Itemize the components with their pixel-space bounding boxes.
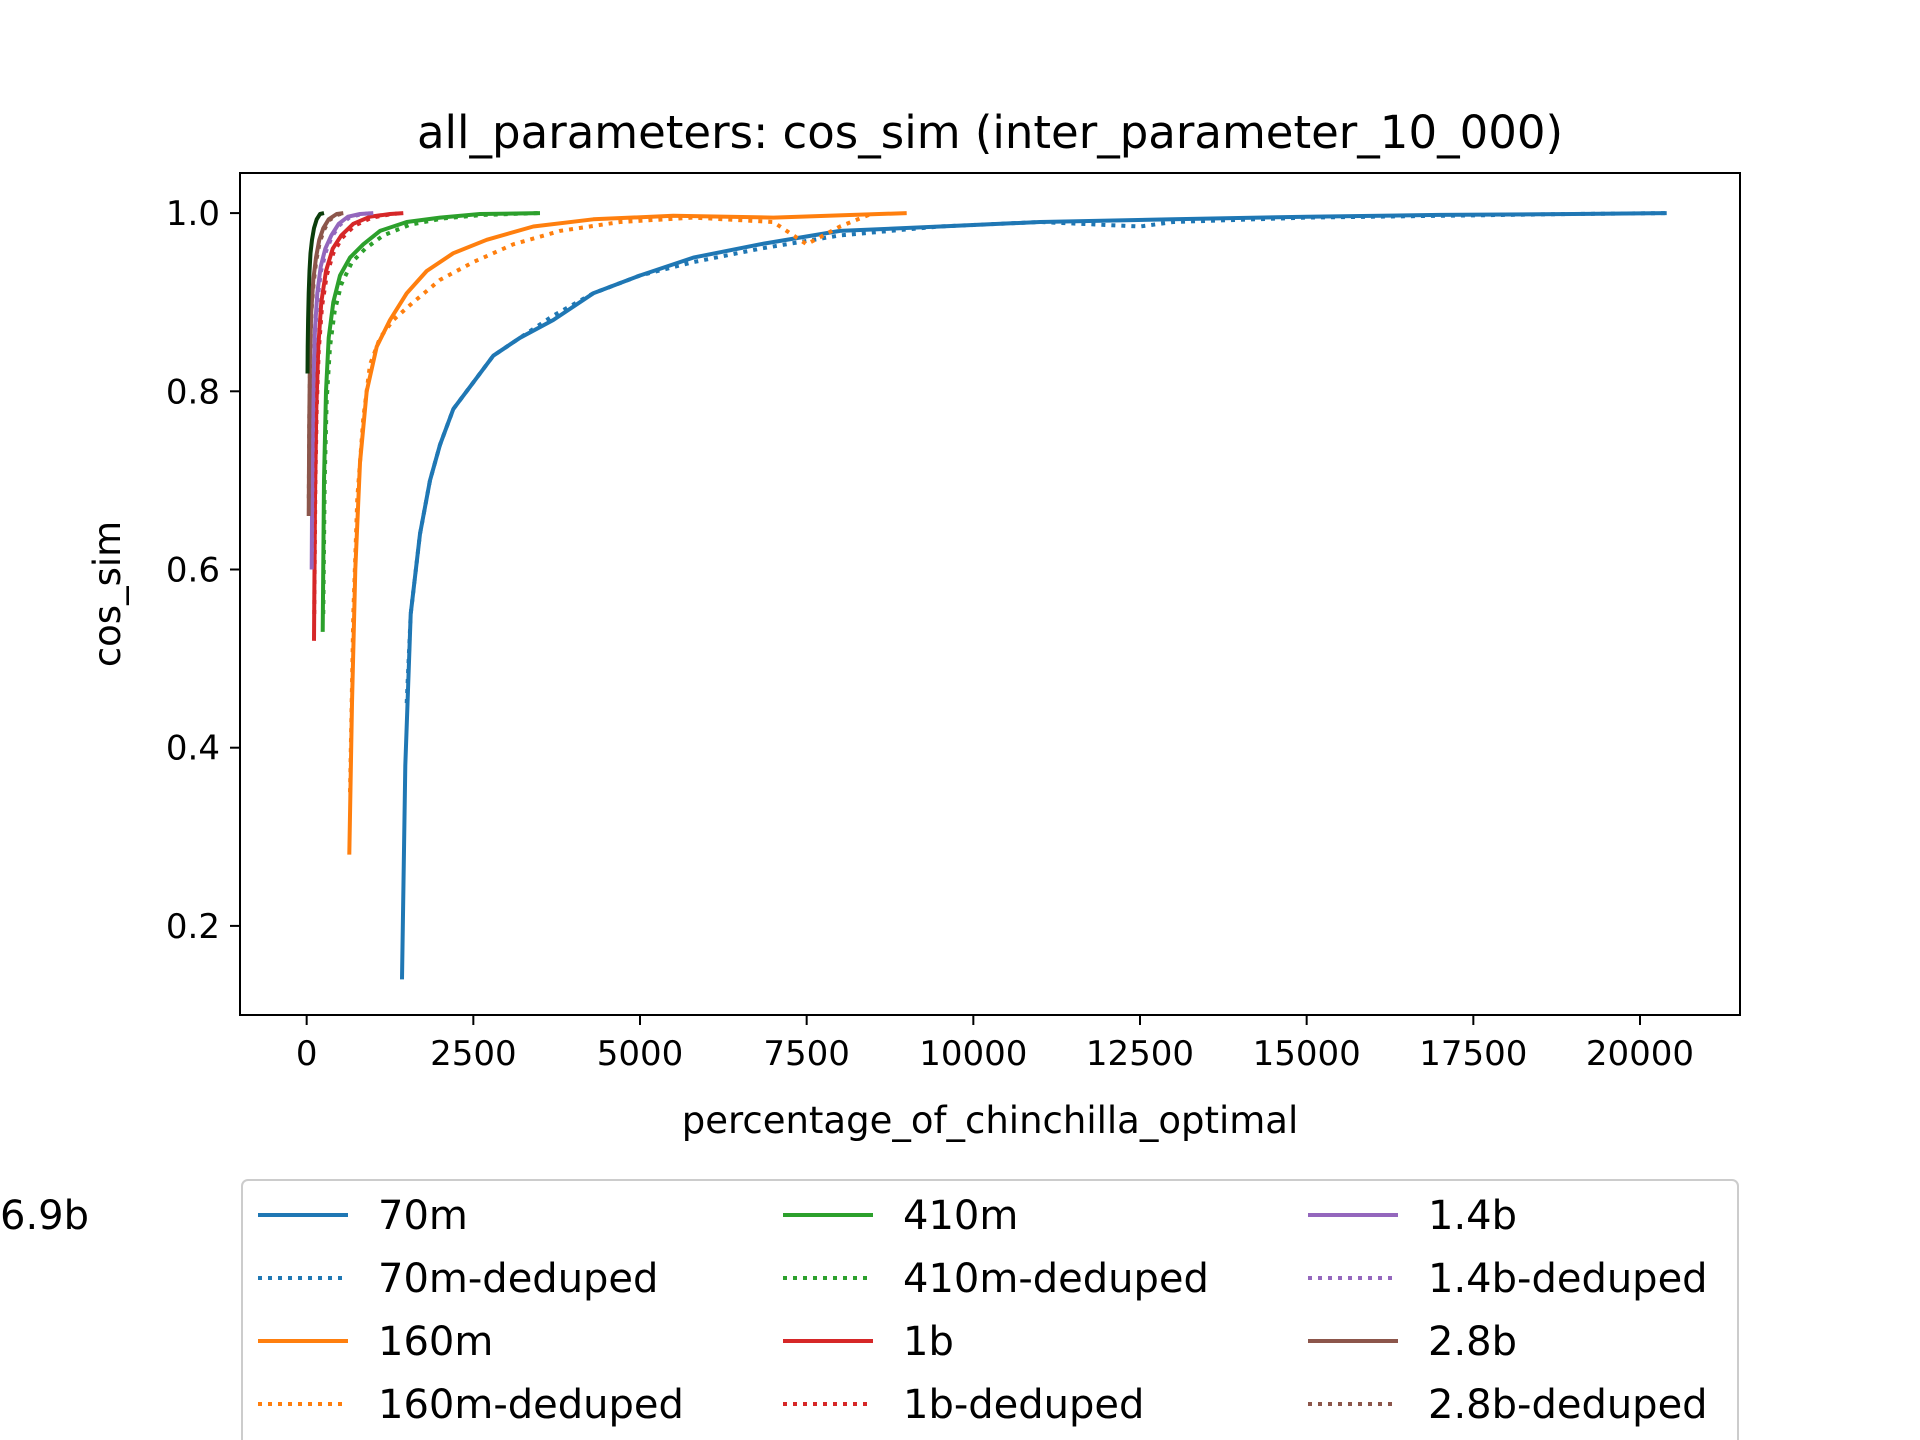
legend-label: 1b-deduped (903, 1382, 1144, 1428)
y-tick-label: 1.0 (166, 194, 220, 234)
legend-label: 2.8b (1428, 1319, 1517, 1365)
x-axis-title: percentage_of_chinchilla_optimal (682, 1099, 1299, 1142)
x-tick-label: 20000 (1586, 1034, 1694, 1074)
legend-label: 160m (378, 1319, 493, 1365)
legend-label: 1.4b (1428, 1193, 1517, 1239)
legend-label: 410m-deduped (903, 1256, 1209, 1302)
series-line-6.9b (305, 211, 325, 374)
series-line-1b-deduped (312, 211, 404, 615)
series-line-70m (400, 211, 1667, 980)
x-tick-label: 12500 (1086, 1034, 1194, 1074)
x-tick-label: 0 (296, 1034, 318, 1074)
x-tick-label: 2500 (430, 1034, 517, 1074)
x-tick-label: 5000 (597, 1034, 684, 1074)
y-axis: 0.2 0.4 0.6 0.8 1.0 (166, 194, 240, 947)
series-line-2.8b-deduped (306, 211, 344, 499)
x-tick-label: 17500 (1419, 1034, 1527, 1074)
legend-box (241, 1179, 1739, 1440)
series-line-70m-deduped (404, 211, 1667, 704)
series-line-160m-deduped (348, 211, 875, 793)
legend-label: 410m (903, 1193, 1018, 1239)
legend: 70m 70m-deduped 160m 160m-deduped 410m 410m-d… (0, 1179, 1739, 1440)
x-tick-label: 7500 (763, 1034, 850, 1074)
legend-label: 6.9b (0, 1193, 89, 1239)
x-tick-label: 10000 (919, 1034, 1027, 1074)
plot-frame (239, 172, 1741, 1016)
legend-label: 1b (903, 1319, 954, 1365)
legend-label: 1.4b-deduped (1428, 1256, 1708, 1302)
x-axis: 0 2500 5000 7500 10000 12500 15000 17500 20000 (296, 1015, 1694, 1074)
series-line-160m (347, 211, 907, 855)
series-line-1.4b-deduped (310, 211, 374, 552)
plot-area (305, 211, 1667, 980)
chart-title: all_parameters: cos_sim (inter_parameter… (417, 106, 1563, 159)
y-tick-label: 0.4 (166, 729, 220, 769)
y-tick-label: 0.2 (166, 907, 220, 947)
y-axis-title: cos_sim (86, 521, 129, 667)
series-line-1.4b (309, 211, 374, 570)
legend-label: 2.8b-deduped (1428, 1382, 1708, 1428)
legend-label: 70m (378, 1193, 468, 1239)
x-tick-label: 15000 (1253, 1034, 1361, 1074)
legend-label: 160m-deduped (378, 1382, 684, 1428)
y-tick-label: 0.8 (166, 372, 220, 412)
y-tick-label: 0.6 (166, 550, 220, 590)
series-line-410m-deduped (321, 211, 541, 615)
legend-label: 70m-deduped (378, 1256, 658, 1302)
